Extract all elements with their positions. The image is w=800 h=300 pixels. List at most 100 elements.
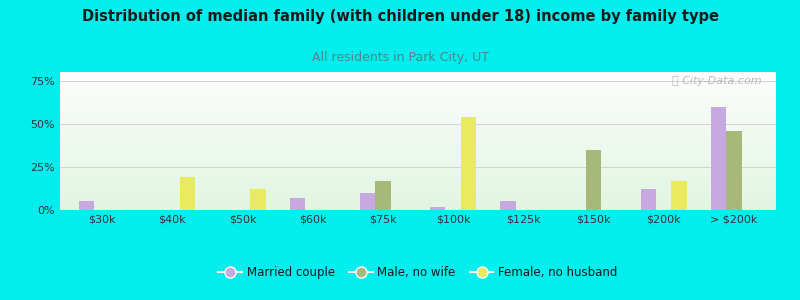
Bar <box>726 130 742 210</box>
Bar <box>60 104 776 105</box>
Bar <box>60 154 776 155</box>
Bar <box>60 169 776 170</box>
Bar <box>60 171 776 172</box>
Bar <box>60 116 776 117</box>
Bar <box>60 209 776 210</box>
Bar <box>60 193 776 194</box>
Bar <box>60 165 776 166</box>
Bar <box>60 135 776 136</box>
Bar <box>60 113 776 114</box>
Bar <box>60 191 776 192</box>
Bar <box>60 168 776 169</box>
Bar <box>290 198 305 210</box>
Bar <box>60 128 776 129</box>
Bar <box>60 177 776 178</box>
Bar <box>60 124 776 125</box>
Bar <box>60 174 776 175</box>
Bar <box>500 201 515 210</box>
Bar <box>60 92 776 93</box>
Bar <box>60 102 776 103</box>
Bar <box>60 200 776 201</box>
Bar <box>60 140 776 141</box>
Bar <box>60 152 776 153</box>
Bar <box>641 189 656 210</box>
Bar <box>60 80 776 81</box>
Bar <box>60 185 776 186</box>
Bar <box>60 194 776 195</box>
Bar <box>60 97 776 98</box>
Bar <box>60 117 776 118</box>
Bar <box>60 133 776 134</box>
Text: ⓘ City-Data.com: ⓘ City-Data.com <box>672 76 762 86</box>
Bar <box>60 88 776 89</box>
Bar <box>250 189 266 210</box>
Bar <box>60 201 776 202</box>
Bar <box>60 115 776 116</box>
Bar <box>60 73 776 74</box>
Bar <box>60 110 776 111</box>
Bar <box>60 83 776 84</box>
Bar <box>60 190 776 191</box>
Bar <box>60 202 776 203</box>
Bar <box>60 107 776 108</box>
Bar <box>60 94 776 95</box>
Bar <box>60 173 776 174</box>
Bar <box>60 198 776 199</box>
Bar <box>60 129 776 130</box>
Bar <box>60 147 776 148</box>
Bar <box>60 151 776 152</box>
Bar <box>60 148 776 149</box>
Bar <box>60 161 776 162</box>
Bar <box>60 137 776 138</box>
Bar <box>60 105 776 106</box>
Bar <box>60 205 776 206</box>
Bar <box>60 95 776 96</box>
Bar <box>60 87 776 88</box>
Bar <box>60 196 776 197</box>
Bar <box>60 93 776 94</box>
Bar <box>60 159 776 160</box>
Bar <box>60 182 776 183</box>
Bar <box>60 111 776 112</box>
Bar <box>60 123 776 124</box>
Bar <box>60 181 776 182</box>
Bar <box>360 193 375 210</box>
Bar <box>60 187 776 188</box>
Bar <box>60 183 776 184</box>
Bar <box>60 99 776 100</box>
Bar <box>60 164 776 165</box>
Bar <box>60 146 776 147</box>
Bar <box>60 76 776 77</box>
Bar <box>60 138 776 139</box>
Bar <box>60 139 776 140</box>
Bar <box>60 179 776 180</box>
Bar <box>60 206 776 207</box>
Legend: Married couple, Male, no wife, Female, no husband: Married couple, Male, no wife, Female, n… <box>214 262 622 284</box>
Bar <box>60 79 776 80</box>
Bar <box>60 188 776 189</box>
Bar <box>60 189 776 190</box>
Bar <box>60 160 776 161</box>
Bar <box>671 181 687 210</box>
Bar <box>60 122 776 123</box>
Bar <box>430 206 446 210</box>
Bar <box>60 100 776 101</box>
Bar <box>60 106 776 107</box>
Bar <box>60 203 776 204</box>
Bar <box>710 106 726 210</box>
Bar <box>60 163 776 164</box>
Bar <box>60 195 776 196</box>
Bar <box>60 96 776 97</box>
Bar <box>60 167 776 168</box>
Bar <box>60 82 776 83</box>
Bar <box>79 201 94 210</box>
Bar <box>60 90 776 91</box>
Text: Distribution of median family (with children under 18) income by family type: Distribution of median family (with chil… <box>82 9 718 24</box>
Bar <box>60 89 776 90</box>
Bar <box>60 77 776 78</box>
Bar <box>60 204 776 205</box>
Bar <box>60 118 776 119</box>
Bar <box>60 91 776 92</box>
Bar <box>60 120 776 121</box>
Bar <box>60 143 776 144</box>
